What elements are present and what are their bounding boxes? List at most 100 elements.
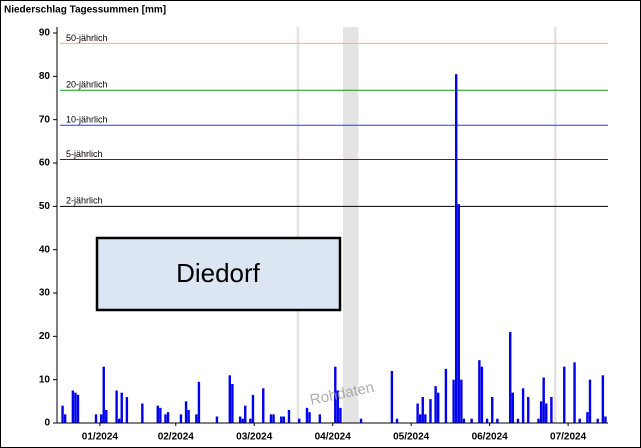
bar: [390, 371, 394, 423]
threshold-label: 5-jährlich: [66, 149, 103, 159]
chart-title: Niederschlag Tagessummen [mm]: [4, 5, 166, 16]
x-tick-label: 04/2024: [315, 432, 352, 443]
bar: [496, 418, 499, 423]
bar: [156, 405, 159, 423]
x-tick-label: 06/2024: [472, 432, 509, 443]
bar: [141, 403, 144, 423]
bar: [241, 418, 244, 423]
bar: [601, 375, 605, 423]
y-tick-label: 40: [39, 244, 51, 255]
bar: [588, 379, 592, 423]
bar: [537, 418, 540, 423]
bar: [298, 418, 301, 423]
bar: [287, 410, 291, 423]
bar: [491, 397, 494, 423]
bar: [76, 394, 80, 423]
bar: [596, 418, 599, 423]
bar: [164, 414, 167, 423]
x-tick-label: 07/2024: [550, 432, 587, 443]
y-tick-label: 50: [39, 201, 51, 212]
bar: [480, 366, 484, 423]
bar: [424, 414, 427, 423]
y-tick-label: 20: [39, 331, 51, 342]
bar: [215, 416, 219, 423]
bar: [71, 390, 75, 423]
bar: [63, 414, 67, 423]
bar: [251, 394, 255, 423]
bar: [102, 366, 105, 423]
y-tick-label: 0: [44, 418, 50, 429]
bar: [195, 414, 198, 423]
bar: [282, 416, 286, 423]
bar: [336, 390, 340, 423]
bar: [159, 407, 162, 423]
missing-data-band: [343, 27, 359, 423]
y-tick-label: 70: [39, 114, 51, 125]
bar: [318, 414, 322, 423]
bar: [262, 388, 265, 423]
threshold-label: 10-jährlich: [66, 115, 108, 125]
bar: [455, 74, 458, 424]
bar: [511, 392, 515, 423]
station-name: Diedorf: [176, 258, 261, 288]
bar: [527, 397, 530, 423]
bar: [470, 418, 473, 423]
bar: [115, 390, 118, 423]
x-tick-label: 02/2024: [158, 432, 195, 443]
bar: [249, 418, 252, 423]
bar: [244, 405, 247, 423]
bar: [539, 401, 543, 423]
bar: [573, 362, 576, 423]
bar: [429, 399, 432, 423]
bar: [120, 392, 123, 423]
bar: [452, 379, 455, 423]
threshold-label: 20-jährlich: [66, 80, 108, 90]
bar: [460, 379, 463, 423]
x-tick-label: 01/2024: [82, 432, 119, 443]
bar: [125, 397, 129, 423]
bar: [395, 418, 399, 423]
bar: [416, 403, 419, 423]
bar: [269, 414, 273, 423]
bar: [418, 414, 422, 423]
threshold-label: 2-jährlich: [66, 196, 103, 206]
x-tick-label: 03/2024: [236, 432, 273, 443]
bar: [184, 401, 188, 423]
bar: [604, 416, 607, 423]
bar: [436, 392, 440, 423]
bar: [99, 414, 103, 423]
y-tick-label: 90: [39, 28, 51, 39]
bar: [231, 384, 234, 423]
bar: [457, 204, 460, 423]
threshold-label: 50-jährlich: [66, 33, 108, 43]
bar: [339, 407, 342, 423]
y-tick-label: 80: [39, 71, 51, 82]
bar: [272, 414, 275, 423]
bar: [521, 388, 525, 423]
bar: [105, 410, 108, 423]
y-tick-label: 60: [39, 158, 51, 169]
x-tick-label: 05/2024: [393, 432, 430, 443]
station-box: [95, 236, 342, 312]
bar: [308, 412, 311, 423]
bar: [179, 414, 183, 423]
bar: [421, 397, 424, 423]
bar: [563, 366, 566, 423]
bar: [478, 360, 481, 423]
bar: [228, 375, 232, 423]
bar: [586, 412, 589, 423]
bar: [509, 332, 512, 423]
bar: [578, 418, 581, 423]
bar: [61, 405, 64, 423]
y-tick-label: 10: [39, 374, 51, 385]
bar: [117, 418, 121, 423]
y-tick-label: 30: [39, 288, 51, 299]
bar: [462, 418, 466, 423]
bar: [334, 366, 337, 423]
missing-data-band: [296, 27, 300, 423]
bar: [238, 416, 242, 423]
bar: [444, 368, 448, 423]
missing-data-band: [553, 27, 557, 423]
